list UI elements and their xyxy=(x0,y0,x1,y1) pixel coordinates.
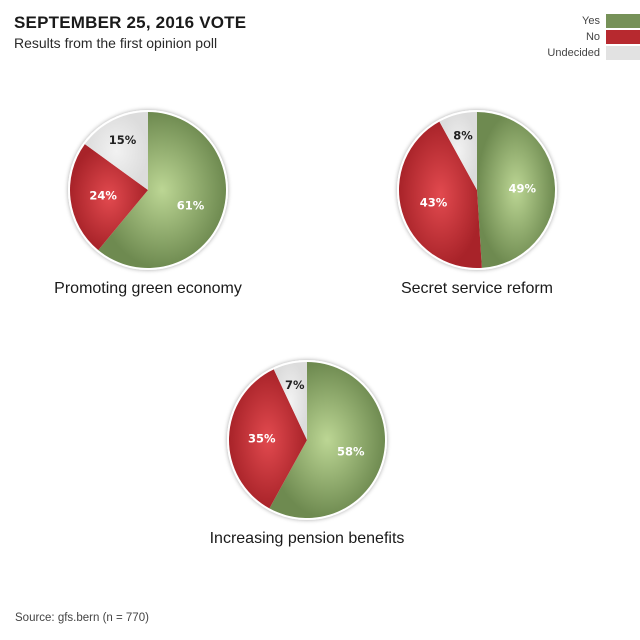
slice-label-undecided: 15% xyxy=(109,133,137,147)
pie-slice-no xyxy=(399,121,482,269)
slice-label-no: 43% xyxy=(420,196,448,210)
legend-item-yes: Yes xyxy=(547,13,640,29)
pie-slice-undecided xyxy=(273,362,307,440)
pie-slice-undecided xyxy=(439,112,477,190)
legend-swatch-undecided xyxy=(606,46,640,60)
slice-label-yes: 49% xyxy=(508,182,536,196)
pie-title: Promoting green economy xyxy=(54,280,242,297)
slice-label-no: 35% xyxy=(248,432,276,446)
legend-swatch-no xyxy=(606,30,640,44)
chart-subtitle: Results from the first opinion poll xyxy=(14,35,218,51)
slice-label-yes: 58% xyxy=(337,444,365,458)
source-note: Source: gfs.bern (n = 770) xyxy=(15,612,149,624)
slice-label-yes: 61% xyxy=(177,198,205,212)
pie-slice-no xyxy=(229,369,307,509)
pie-svg: 61% 24% 15% xyxy=(68,110,228,270)
legend-item-no: No xyxy=(547,29,640,45)
legend-item-undecided: Undecided xyxy=(547,45,640,61)
legend-label: Undecided xyxy=(547,47,600,59)
pie-svg: 58% 35% 7% xyxy=(227,360,387,520)
pie-title: Secret service reform xyxy=(400,280,554,297)
pie-slice-yes xyxy=(269,362,385,518)
pie-slice-no xyxy=(70,144,148,251)
legend-label: Yes xyxy=(582,15,600,27)
legend-swatch-yes xyxy=(606,14,640,28)
pie-slice-yes xyxy=(477,112,555,268)
pie-slice-yes xyxy=(98,112,226,268)
legend: Yes No Undecided xyxy=(547,13,640,61)
pie-title: Increasing pension benefits xyxy=(209,530,405,547)
slice-label-undecided: 8% xyxy=(453,129,473,143)
chart-title: SEPTEMBER 25, 2016 VOTE xyxy=(14,13,247,32)
pie-chart-pension-benefits: 58% 35% 7% Increasing pension benefits xyxy=(207,358,407,548)
pie-svg: 49% 43% 8% xyxy=(397,110,557,270)
pie-slice-undecided xyxy=(84,112,148,190)
pie-chart-secret-service: 49% 43% 8% Secret service reform xyxy=(377,108,577,298)
legend-label: No xyxy=(585,31,600,43)
pie-chart-green-economy: 61% 24% 15% Promoting green economy xyxy=(48,108,248,298)
slice-label-no: 24% xyxy=(89,189,117,203)
slice-label-undecided: 7% xyxy=(285,378,305,392)
